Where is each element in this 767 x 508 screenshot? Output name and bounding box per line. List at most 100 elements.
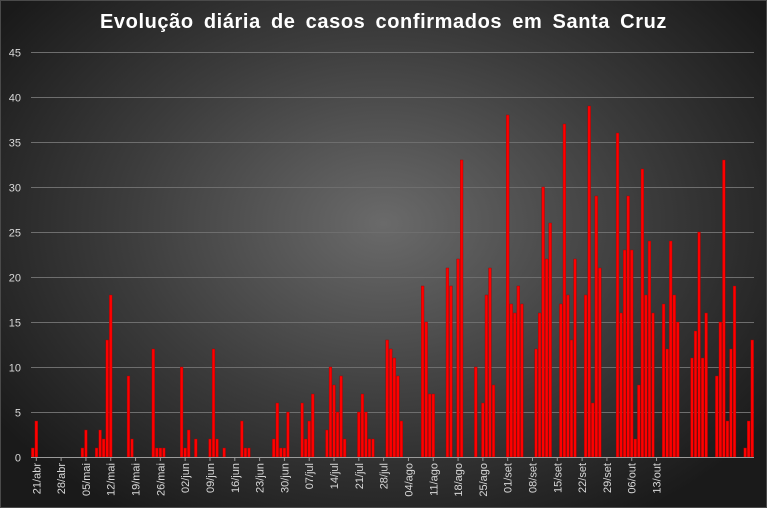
bar (424, 321, 428, 458)
bar (431, 393, 435, 458)
x-tick-label: 26/mai (155, 463, 167, 496)
x-tick-label: 06/out (627, 463, 639, 494)
bar (162, 447, 166, 458)
bar (183, 447, 187, 458)
bar (385, 339, 389, 458)
bar (573, 258, 577, 458)
x-tick-label: 05/mai (81, 463, 93, 496)
bar (587, 105, 591, 458)
bar (460, 159, 464, 458)
x-tick-label: 30/jun (279, 463, 291, 493)
x-tick-label: 11/ago (428, 463, 440, 496)
bar (80, 447, 84, 458)
bar (94, 447, 99, 458)
bar (151, 348, 155, 458)
bar (559, 303, 563, 458)
bar (697, 231, 701, 458)
x-tick-label: 29/set (602, 463, 614, 493)
y-tick-label: 20 (9, 273, 21, 285)
y-axis: 0 5 10 15 20 25 30 35 40 45 (9, 48, 21, 465)
x-tick-label: 09/jun (205, 463, 217, 493)
bar (598, 267, 602, 458)
bar-series (31, 105, 754, 458)
bar (392, 357, 396, 458)
bar (520, 303, 524, 458)
bar (747, 420, 751, 458)
bar (456, 258, 460, 458)
bar (222, 447, 226, 458)
bar (421, 285, 425, 458)
x-tick-label: 25/ago (478, 463, 490, 497)
bar (311, 393, 315, 458)
bar (357, 411, 361, 458)
x-tick-label: 16/jun (230, 463, 242, 493)
bar (34, 420, 38, 458)
x-tick-label: 08/set (527, 463, 539, 493)
bar (506, 114, 510, 458)
bar (637, 384, 641, 458)
bar (389, 348, 393, 458)
bar (594, 195, 598, 458)
bar (538, 312, 542, 458)
x-tick-label: 04/ago (403, 463, 415, 497)
chart-title: Evolução diária de casos confirmados em … (99, 11, 668, 33)
bar (126, 375, 131, 458)
bar (513, 312, 517, 458)
bar (662, 303, 666, 458)
bar (562, 123, 566, 458)
bar (307, 420, 311, 458)
bar (665, 348, 669, 458)
x-tick-label: 12/mai (106, 463, 118, 496)
bar (651, 312, 655, 458)
x-tick-label: 18/ago (453, 463, 465, 497)
gridlines (31, 52, 754, 413)
bar (360, 393, 364, 458)
bar (676, 321, 680, 458)
bar (304, 438, 308, 458)
bar (240, 420, 244, 458)
bar (84, 429, 88, 458)
x-axis: 21/abr 28/abr 05/mai 12/mai 19/mai 26/mai 02/j… (31, 457, 754, 497)
x-tick-label: 28/jul (379, 463, 391, 489)
bar (647, 240, 652, 458)
bar (325, 429, 329, 458)
bar (371, 438, 375, 458)
bar (105, 339, 109, 458)
bar (286, 411, 290, 458)
bar (633, 438, 637, 458)
bar (481, 402, 485, 458)
bar (725, 420, 729, 458)
bar (615, 132, 620, 458)
bar (623, 249, 627, 458)
bar (715, 375, 719, 458)
x-tick-label: 19/mai (131, 463, 143, 496)
bar (630, 249, 634, 458)
bar (548, 222, 552, 458)
bar (339, 375, 343, 458)
bar (396, 375, 400, 458)
bar (247, 447, 251, 458)
bar (102, 438, 106, 458)
bar (275, 402, 279, 458)
bar (509, 303, 513, 458)
bar (718, 321, 722, 458)
bar (367, 438, 372, 458)
bar (701, 357, 705, 458)
x-tick-label: 21/jul (354, 463, 366, 489)
bar (743, 447, 747, 458)
bar (335, 411, 340, 458)
bar (300, 402, 304, 458)
bar (449, 285, 453, 458)
bar (474, 366, 478, 458)
x-tick-label: 13/out (652, 463, 664, 494)
x-tick-label: 01/set (503, 463, 515, 493)
bar (541, 186, 545, 458)
bar (130, 438, 134, 458)
bar (332, 384, 336, 458)
bar (672, 294, 676, 458)
bar (640, 168, 644, 458)
bar (215, 438, 219, 458)
bar (272, 438, 276, 458)
